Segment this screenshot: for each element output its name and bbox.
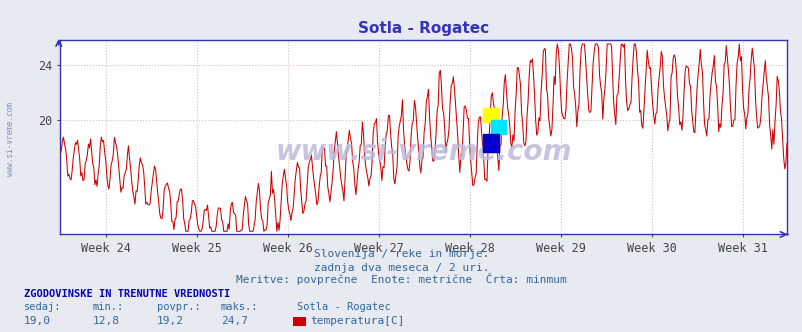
Text: zadnja dva meseca / 2 uri.: zadnja dva meseca / 2 uri.	[314, 263, 488, 273]
Text: min.:: min.:	[92, 302, 124, 312]
Bar	[482, 134, 499, 152]
Bar	[482, 108, 499, 122]
Text: www.si-vreme.com: www.si-vreme.com	[6, 103, 15, 176]
Text: temperatura[C]: temperatura[C]	[310, 316, 404, 326]
Text: 12,8: 12,8	[92, 316, 119, 326]
Text: Sotla - Rogatec: Sotla - Rogatec	[297, 302, 391, 312]
Title: Sotla - Rogatec: Sotla - Rogatec	[358, 21, 488, 36]
Bar	[490, 121, 506, 134]
Text: maks.:: maks.:	[221, 302, 258, 312]
Text: ZGODOVINSKE IN TRENUTNE VREDNOSTI: ZGODOVINSKE IN TRENUTNE VREDNOSTI	[24, 289, 230, 299]
Text: sedaj:: sedaj:	[24, 302, 62, 312]
Text: Slovenija / reke in morje.: Slovenija / reke in morje.	[314, 249, 488, 259]
Text: www.si-vreme.com: www.si-vreme.com	[275, 138, 571, 166]
Text: 19,0: 19,0	[24, 316, 51, 326]
Text: 19,2: 19,2	[156, 316, 184, 326]
Text: 24,7: 24,7	[221, 316, 248, 326]
Text: povpr.:: povpr.:	[156, 302, 200, 312]
Text: Meritve: povprečne  Enote: metrične  Črta: minmum: Meritve: povprečne Enote: metrične Črta:…	[236, 273, 566, 285]
